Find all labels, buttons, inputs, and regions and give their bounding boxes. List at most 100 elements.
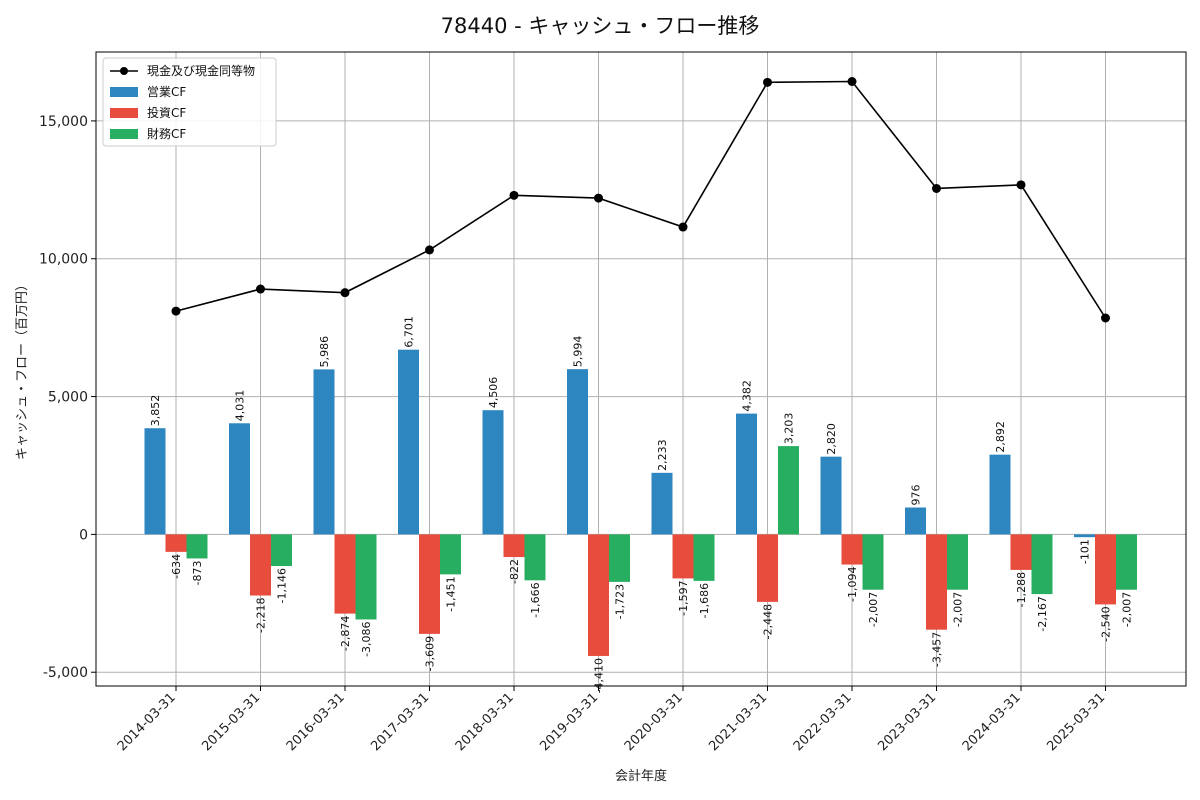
x-tick-label: 2022-03-31 bbox=[791, 690, 855, 754]
bar-投資CF bbox=[1010, 534, 1032, 570]
bar-営業CF bbox=[229, 423, 250, 535]
bar-財務CF bbox=[947, 534, 968, 590]
x-tick-label: 2024-03-31 bbox=[960, 690, 1024, 754]
legend-swatch bbox=[110, 129, 138, 139]
bar-営業CF bbox=[905, 507, 926, 535]
legend-box bbox=[102, 57, 277, 147]
x-tick-label: 2018-03-31 bbox=[453, 690, 517, 754]
bar-value-label: 2,820 bbox=[825, 423, 838, 455]
plot-frame bbox=[95, 51, 1187, 687]
x-tick-label: 2025-03-31 bbox=[1044, 690, 1108, 754]
legend-label: 現金及び現金同等物 bbox=[147, 63, 255, 78]
bar-value-label: -1,723 bbox=[614, 584, 627, 619]
y-tick-label: 0 bbox=[79, 527, 88, 543]
bar-value-label: -822 bbox=[508, 559, 521, 584]
bar-営業CF bbox=[482, 410, 504, 535]
bar-財務CF bbox=[862, 534, 884, 590]
bar-営業CF bbox=[313, 369, 335, 535]
legend-label: 財務CF bbox=[147, 126, 186, 141]
bar-value-label: -3,609 bbox=[424, 636, 437, 671]
x-tick-label: 2016-03-31 bbox=[284, 690, 348, 754]
bar-value-label: -3,086 bbox=[360, 621, 373, 656]
bar-投資CF bbox=[672, 534, 694, 579]
bar-value-label: 3,852 bbox=[149, 395, 162, 427]
y-axis-ticks: -5,000 0 5,000 10,000 15,000 bbox=[39, 114, 96, 681]
bar-財務CF bbox=[524, 534, 546, 581]
bar-投資CF bbox=[334, 534, 356, 614]
cash-line-point bbox=[763, 77, 772, 87]
bar-value-label: 4,506 bbox=[487, 377, 500, 409]
y-tick-label: 5,000 bbox=[48, 390, 88, 406]
x-tick-label: 2023-03-31 bbox=[875, 690, 939, 754]
cash-line bbox=[171, 76, 1110, 323]
bar-value-label: -1,094 bbox=[846, 567, 859, 602]
legend-swatch bbox=[110, 108, 138, 118]
bar-財務CF bbox=[1031, 534, 1053, 595]
bar-value-label: -1,666 bbox=[529, 582, 542, 617]
chart-title: 78440 - キャッシュ・フロー推移 bbox=[441, 14, 760, 38]
x-tick-label: 2015-03-31 bbox=[199, 690, 263, 754]
bar-value-label: -2,007 bbox=[952, 592, 965, 627]
bar-財務CF bbox=[609, 534, 630, 582]
bar-投資CF bbox=[1095, 534, 1116, 605]
x-tick-label: 2019-03-31 bbox=[537, 690, 601, 754]
legend-label: 投資CF bbox=[147, 105, 186, 120]
bar-value-label: -1,288 bbox=[1015, 572, 1028, 607]
bar-value-label: -2,007 bbox=[1121, 592, 1134, 627]
bar-投資CF bbox=[926, 534, 947, 630]
bar-value-label: -1,686 bbox=[698, 583, 711, 618]
bar-営業CF bbox=[398, 349, 419, 535]
bar-value-label: -3,457 bbox=[931, 632, 944, 667]
bar-営業CF bbox=[144, 428, 166, 535]
cash-line-point bbox=[847, 76, 857, 86]
cash-line-point bbox=[932, 183, 941, 193]
bar-value-label: -873 bbox=[191, 560, 204, 585]
bar-投資CF bbox=[588, 534, 609, 656]
bar-value-label: -1,146 bbox=[276, 568, 289, 603]
bars bbox=[144, 349, 1137, 656]
bar-value-label: -2,007 bbox=[867, 592, 880, 627]
cash-line-point bbox=[256, 284, 265, 294]
y-tick-label: 15,000 bbox=[39, 114, 88, 130]
bar-value-label: 4,031 bbox=[234, 390, 247, 422]
bar-財務CF bbox=[355, 534, 377, 620]
cash-line-point bbox=[425, 245, 434, 255]
x-axis-label: 会計年度 bbox=[615, 768, 667, 784]
bar-value-label: -2,167 bbox=[1036, 596, 1049, 631]
bar-value-label: 5,994 bbox=[572, 336, 585, 368]
x-axis-ticks: 2014-03-31 2015-03-31 2016-03-31 2017-03-31… bbox=[115, 686, 1108, 754]
x-tick-label: 2021-03-31 bbox=[706, 690, 770, 754]
bar-営業CF bbox=[651, 472, 673, 535]
cash-line-point bbox=[171, 306, 181, 316]
bar-value-label: -101 bbox=[1079, 539, 1092, 564]
bar-財務CF bbox=[186, 534, 208, 559]
y-tick-label: 10,000 bbox=[39, 252, 88, 268]
cash-line-point bbox=[340, 288, 350, 298]
bar-value-label: 2,233 bbox=[656, 439, 669, 471]
bar-value-label: 3,203 bbox=[783, 413, 796, 445]
bar-value-label: 4,382 bbox=[741, 380, 754, 412]
bar-財務CF bbox=[440, 534, 461, 575]
cash-line-path bbox=[175, 80, 1107, 319]
bar-value-label: -2,874 bbox=[339, 616, 352, 651]
bar-財務CF bbox=[271, 534, 292, 566]
bar-財務CF bbox=[1116, 534, 1137, 590]
bar-value-label: 2,892 bbox=[994, 421, 1007, 453]
bar-営業CF bbox=[989, 454, 1011, 535]
cash-line-point bbox=[594, 193, 603, 203]
bar-value-label: -1,597 bbox=[677, 580, 690, 615]
y-tick-label: -5,000 bbox=[43, 665, 88, 681]
x-tick-label: 2020-03-31 bbox=[622, 690, 686, 754]
cash-line-point bbox=[678, 222, 688, 232]
cash-line-point bbox=[1101, 313, 1110, 323]
bar-財務CF bbox=[693, 534, 715, 581]
bar-labels: 3,852 4,031 5,986 6,701 4,506 5,994 2,233 4,382… bbox=[149, 316, 1134, 693]
legend-label: 営業CF bbox=[147, 85, 186, 99]
bar-営業CF bbox=[567, 369, 588, 535]
x-tick-label: 2014-03-31 bbox=[115, 690, 179, 754]
bar-営業CF bbox=[820, 456, 842, 535]
bar-value-label: -1,451 bbox=[445, 576, 458, 611]
